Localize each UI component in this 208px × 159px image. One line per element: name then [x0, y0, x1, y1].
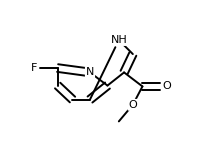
- Text: O: O: [129, 100, 137, 110]
- Text: O: O: [163, 81, 171, 91]
- Text: F: F: [31, 63, 37, 73]
- Text: NH: NH: [110, 35, 127, 45]
- Text: N: N: [86, 67, 94, 77]
